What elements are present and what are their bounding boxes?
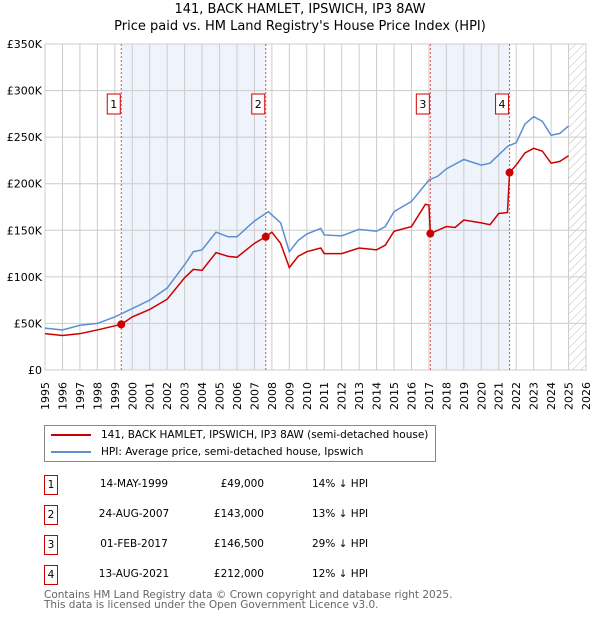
sale-date: 01-FEB-2017 [100, 538, 168, 550]
chart-title: 141, BACK HAMLET, IPSWICH, IP3 8AW [174, 2, 426, 17]
x-tick-label: 2003 [179, 382, 192, 410]
sale-hpi-diff: 29% ↓ HPI [312, 538, 369, 550]
sale-number: 4 [44, 565, 58, 585]
sale-label: 2 [255, 98, 262, 111]
sale-hpi-diff: 12% ↓ HPI [312, 568, 369, 580]
sale-price: £146,500 [213, 538, 264, 550]
x-tick-label: 1997 [74, 382, 87, 410]
sale-label-box [495, 93, 510, 115]
sale-hpi-diff: 14% ↓ HPI [312, 478, 369, 490]
x-tick-label: 2005 [214, 382, 227, 410]
sale-point [117, 320, 126, 329]
forecast-hatch [568, 44, 586, 370]
sale-price: £212,000 [213, 568, 264, 580]
x-tick-label: 2012 [336, 382, 349, 410]
sale-point [426, 229, 435, 238]
x-tick-label: 2004 [196, 382, 209, 410]
x-tick-label: 2020 [475, 382, 488, 410]
sale-price: £49,000 [220, 478, 264, 490]
chart-subtitle: Price paid vs. HM Land Registry's House … [114, 19, 486, 34]
sale-row: 3 01-FEB-2017 £146,500 29% ↓ HPI [44, 535, 444, 555]
x-tick-label: 1998 [91, 382, 104, 410]
x-tick-label: 2001 [144, 382, 157, 410]
legend: 141, BACK HAMLET, IPSWICH, IP3 8AW (semi… [44, 425, 436, 462]
x-tick-label: 2011 [318, 382, 331, 410]
red-line-swatch [51, 434, 91, 436]
y-tick-label: £0 [28, 364, 42, 377]
sale-label-box [251, 93, 266, 115]
sale-point [505, 168, 514, 177]
sale-label: 1 [110, 98, 117, 111]
blue-line-swatch [51, 451, 91, 453]
series-line [44, 147, 569, 337]
sale-label: 3 [419, 98, 426, 111]
sale-row: 2 24-AUG-2007 £143,000 13% ↓ HPI [44, 505, 444, 525]
legend-item-property: 141, BACK HAMLET, IPSWICH, IP3 8AW (semi… [45, 429, 428, 441]
legend-label: HPI: Average price, semi-detached house,… [101, 446, 364, 458]
x-tick-label: 2014 [371, 382, 384, 410]
y-tick-label: £300K [7, 85, 43, 98]
x-tick-label: 2021 [493, 382, 506, 410]
x-tick-label: 2000 [126, 382, 139, 410]
sale-date: 24-AUG-2007 [98, 508, 170, 520]
y-tick-label: £150K [7, 224, 43, 237]
price-chart: 1995 1996 1997 1998 1999 2000 2001 2002 2003 2004… [7, 38, 593, 410]
sale-number: 1 [44, 475, 58, 495]
x-tick-label: 2018 [440, 382, 453, 410]
x-tick-label: 2024 [545, 382, 558, 410]
footer-line: Contains HM Land Registry data © Crown c… [44, 589, 453, 601]
y-tick-label: £50K [14, 317, 43, 330]
x-tick-label: 2009 [283, 382, 296, 410]
sale-label-box [415, 93, 430, 115]
x-tick-label: 2017 [423, 382, 436, 410]
sale-row: 1 14-MAY-1999 £49,000 14% ↓ HPI [44, 475, 444, 495]
sale-hpi-diff: 13% ↓ HPI [312, 508, 369, 520]
y-tick-label: £200K [7, 178, 43, 191]
x-tick-label: 1996 [56, 382, 69, 410]
sale-date: 13-AUG-2021 [98, 568, 170, 580]
series-line [44, 115, 570, 331]
x-tick-label: 2008 [266, 382, 279, 410]
x-tick-label: 2002 [161, 382, 174, 410]
sale-point [261, 232, 270, 241]
sale-number: 3 [44, 535, 58, 555]
x-tick-label: 2007 [248, 382, 261, 410]
x-tick-label: 2006 [231, 382, 244, 410]
footer: Contains HM Land Registry data © Crown c… [44, 589, 453, 611]
x-tick-label: 1999 [109, 382, 122, 410]
footer-line: This data is licensed under the Open Gov… [44, 599, 379, 611]
y-tick-label: £250K [7, 131, 43, 144]
legend-item-hpi: HPI: Average price, semi-detached house,… [45, 446, 363, 458]
legend-label: 141, BACK HAMLET, IPSWICH, IP3 8AW (semi… [101, 429, 429, 441]
sale-row: 4 13-AUG-2021 £212,000 12% ↓ HPI [44, 565, 444, 585]
x-tick-label: 2025 [563, 382, 576, 410]
sale-label: 4 [499, 98, 506, 111]
x-tick-label: 1995 [39, 382, 52, 410]
sale-price: £143,000 [213, 508, 264, 520]
y-tick-label: £350K [7, 38, 43, 51]
x-tick-label: 2022 [510, 382, 523, 410]
x-tick-label: 2016 [405, 382, 418, 410]
x-tick-label: 2019 [458, 382, 471, 410]
plot-frame [44, 43, 587, 371]
sale-label-box [106, 93, 121, 115]
y-tick-label: £100K [7, 271, 43, 284]
sale-date: 14-MAY-1999 [99, 478, 169, 490]
x-tick-label: 2010 [301, 382, 314, 410]
x-tick-label: 2026 [580, 382, 593, 410]
sale-number: 2 [44, 505, 58, 525]
shaded-range [430, 44, 510, 370]
x-tick-label: 2015 [388, 382, 401, 410]
x-tick-label: 2013 [353, 382, 366, 410]
x-tick-label: 2023 [528, 382, 541, 410]
shaded-range [121, 44, 266, 370]
